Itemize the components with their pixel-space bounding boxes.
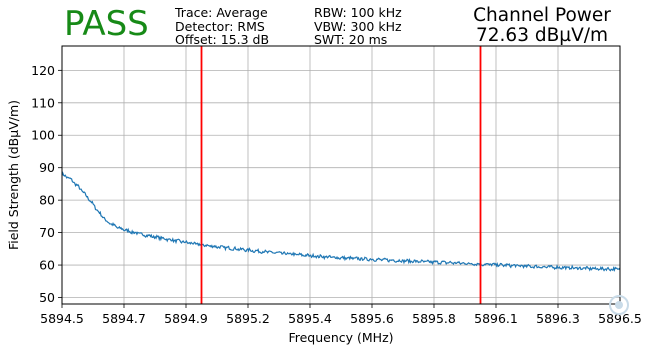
vbw-value: VBW: 300 kHz [314, 18, 402, 34]
plot-area [61, 46, 621, 304]
y-tick-label: 70 [39, 225, 55, 240]
x-axis-label: Frequency (MHz) [288, 330, 393, 345]
x-tick-label: 5895.2 [226, 311, 270, 326]
channel-power-readout: Channel Power 72.63 dBµV/m [468, 6, 616, 46]
y-tick-label: 90 [39, 160, 55, 175]
x-tick-label: 5894.7 [102, 311, 146, 326]
offset-value: Offset: 15.3 dB [175, 32, 270, 47]
trace-mode: Trace: Average [175, 5, 268, 20]
pass-status: PASS [64, 4, 149, 44]
spectrum-trace-line [61, 171, 621, 272]
x-tick-label: 5895.6 [350, 311, 394, 326]
channel-power-value: 72.63 dBµV/m [476, 25, 608, 46]
sweep-time-value: SWT: 20 ms [314, 32, 388, 47]
plot-frame [61, 45, 621, 305]
y-tick-label: 110 [31, 95, 55, 110]
y-tick-label: 50 [39, 290, 55, 305]
x-tick-label: 5894.5 [40, 311, 84, 326]
x-tick-label: 5895.8 [412, 311, 456, 326]
x-tick-label: 5896.1 [474, 311, 518, 326]
x-tick-label: 5895.4 [288, 311, 332, 326]
x-tick-label: 5894.9 [164, 311, 208, 326]
x-tick-label: 5896.3 [536, 311, 580, 326]
trace-params: Trace: Average Detector: RMS Offset: 15.… [175, 6, 269, 47]
x-tick-label: 5896.5 [598, 311, 642, 326]
y-tick-label: 80 [39, 193, 55, 208]
y-tick-label: 100 [31, 128, 55, 143]
watermark-logo-icon [609, 295, 629, 315]
rbw-value: RBW: 100 kHz [314, 5, 402, 20]
detector-mode: Detector: RMS [175, 18, 265, 34]
y-tick-label: 120 [31, 63, 55, 78]
y-tick-label: 60 [39, 258, 55, 273]
bandwidth-params: RBW: 100 kHz VBW: 300 kHz SWT: 20 ms [314, 6, 402, 47]
axis-ticks: 50 60 70 80 90 100 110 120 5894.5 5894.7 5894.9 589… [31, 63, 642, 326]
channel-power-label: Channel Power [473, 5, 611, 26]
y-axis-label: Field Strength (dBµV/m) [6, 100, 21, 250]
